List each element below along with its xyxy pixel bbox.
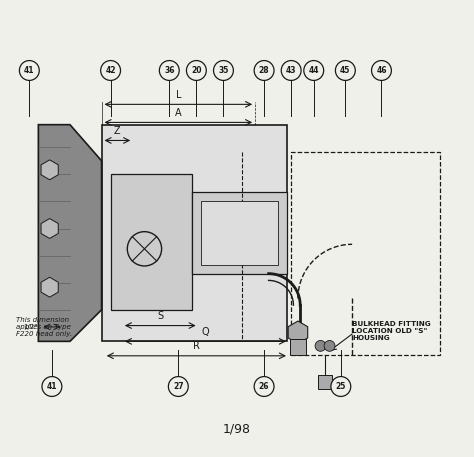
Circle shape (168, 377, 188, 396)
Text: BULKHEAD FITTING
LOCATION OLD "S"
HOUSING: BULKHEAD FITTING LOCATION OLD "S" HOUSIN… (352, 321, 431, 341)
Circle shape (213, 61, 233, 80)
Circle shape (315, 340, 326, 351)
Text: 42: 42 (105, 66, 116, 75)
Bar (318, 375, 332, 389)
Text: 1/2": 1/2" (23, 324, 37, 330)
Text: 27: 27 (173, 382, 183, 391)
Circle shape (372, 61, 392, 80)
Text: L: L (175, 90, 181, 100)
Text: 28: 28 (259, 66, 269, 75)
Text: Q: Q (201, 327, 209, 337)
Text: 43: 43 (286, 66, 296, 75)
Circle shape (324, 340, 335, 351)
Text: A: A (175, 108, 182, 118)
Bar (291, 152, 440, 355)
Text: 45: 45 (340, 66, 351, 75)
Circle shape (159, 61, 179, 80)
Polygon shape (38, 125, 101, 341)
Text: 20: 20 (191, 66, 201, 75)
Bar (290, 339, 306, 355)
Circle shape (19, 61, 39, 80)
Text: 41: 41 (46, 382, 57, 391)
Text: 1/98: 1/98 (223, 423, 251, 436)
Bar (192, 192, 287, 274)
Circle shape (254, 61, 274, 80)
Circle shape (186, 61, 206, 80)
Circle shape (42, 377, 62, 396)
Text: 25: 25 (336, 382, 346, 391)
Text: 46: 46 (376, 66, 387, 75)
Circle shape (331, 377, 351, 396)
Text: R: R (193, 341, 200, 351)
Text: 41: 41 (24, 66, 35, 75)
Bar (110, 174, 192, 310)
Text: 36: 36 (164, 66, 174, 75)
Bar (101, 125, 287, 341)
Text: S: S (157, 311, 164, 321)
Circle shape (336, 61, 356, 80)
Text: Z: Z (114, 126, 121, 136)
Text: 44: 44 (309, 66, 319, 75)
Text: 26: 26 (259, 382, 269, 391)
Circle shape (254, 377, 274, 396)
Text: 35: 35 (218, 66, 228, 75)
Circle shape (281, 61, 301, 80)
Circle shape (100, 61, 120, 80)
Circle shape (304, 61, 324, 80)
Bar (201, 202, 278, 265)
Text: This dimension
applies on Type
F220 head only.: This dimension applies on Type F220 head… (16, 317, 72, 336)
